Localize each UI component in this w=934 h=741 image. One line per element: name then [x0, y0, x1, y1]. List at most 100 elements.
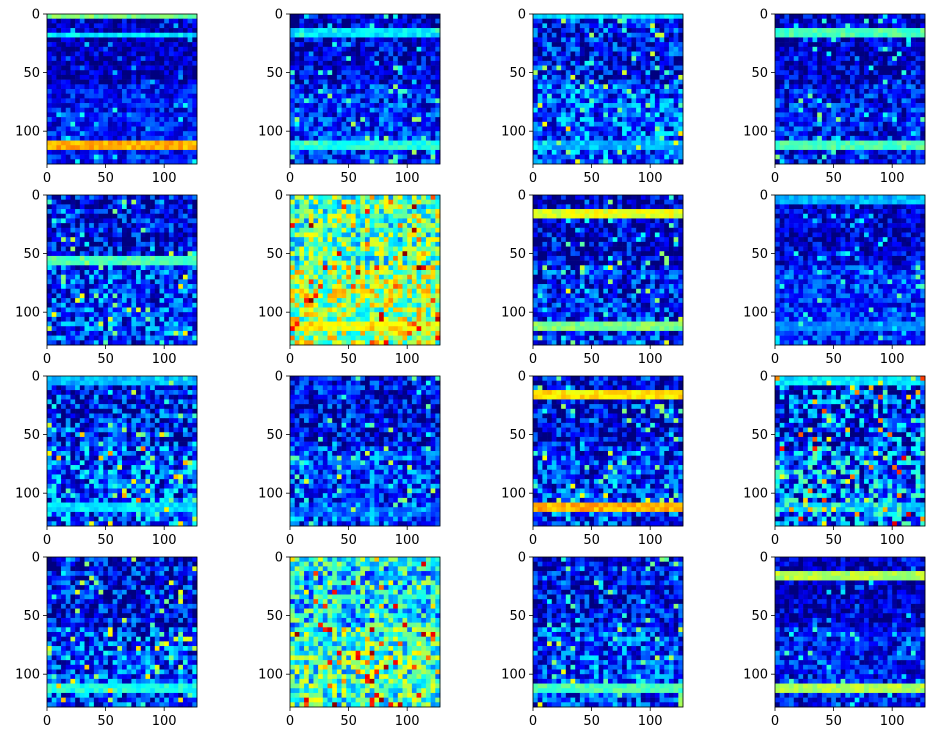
heatmap-cell: [654, 103, 660, 109]
heatmap-cell: [598, 65, 604, 71]
heatmap-cell: [79, 288, 85, 294]
heatmap-cell: [650, 159, 656, 165]
heatmap-cell: [537, 145, 543, 151]
heatmap-cell: [103, 237, 109, 243]
heatmap-cell: [411, 37, 417, 43]
heatmap-cell: [93, 126, 99, 132]
heatmap-cell: [411, 18, 417, 24]
heatmap-cell: [835, 65, 841, 71]
heatmap-cell: [411, 131, 417, 137]
heatmap-cell: [873, 145, 879, 151]
heatmap-cell: [910, 60, 916, 66]
heatmap-cell: [112, 79, 118, 85]
heatmap-cell: [850, 107, 855, 113]
heatmap-cell: [435, 46, 441, 52]
heatmap-cell: [864, 98, 870, 104]
heatmap-cell: [365, 149, 370, 155]
heatmap-cell: [868, 28, 874, 34]
heatmap-cell: [150, 140, 156, 146]
heatmap-cell: [561, 84, 567, 90]
heatmap-cell: [178, 103, 184, 109]
heatmap-cell: [388, 89, 394, 94]
heatmap-cell: [878, 149, 884, 155]
heatmap-cell: [798, 79, 804, 85]
heatmap-cell: [341, 74, 347, 80]
heatmap-cell: [636, 117, 642, 123]
heatmap-cell: [407, 42, 413, 48]
heatmap-cell: [140, 135, 146, 141]
heatmap-cell: [435, 107, 441, 113]
heatmap-cell: [145, 302, 151, 308]
heatmap-cell: [598, 140, 604, 146]
heatmap-cell: [779, 112, 785, 118]
heatmap-cell: [626, 107, 632, 113]
heatmap-cell: [112, 279, 118, 285]
heatmap-cell: [145, 103, 151, 109]
heatmap-cell: [793, 84, 799, 90]
heatmap-cell: [393, 107, 399, 113]
heatmap-cell: [854, 18, 860, 24]
heatmap-cell: [84, 307, 90, 313]
heatmap-cell: [112, 51, 118, 57]
heatmap-cell: [570, 70, 576, 76]
heatmap-cell: [407, 145, 413, 151]
heatmap-cell: [798, 74, 804, 80]
heatmap-cell: [136, 223, 142, 229]
heatmap-cell: [56, 74, 62, 80]
heatmap-cell: [150, 293, 156, 299]
heatmap-cell: [299, 107, 305, 113]
heatmap-cell: [112, 145, 118, 151]
heatmap-cell: [668, 93, 674, 99]
heatmap-cell: [365, 28, 370, 34]
heatmap-cell: [435, 60, 441, 66]
heatmap-cell: [136, 218, 142, 224]
heatmap-cell: [145, 237, 151, 243]
heatmap-cell: [159, 307, 165, 313]
heatmap-cell: [173, 204, 179, 210]
heatmap-cell: [93, 51, 99, 57]
heatmap-cell: [61, 37, 67, 43]
heatmap-cell: [150, 117, 156, 123]
heatmap-cell: [374, 60, 380, 66]
heatmap-cell: [626, 121, 632, 127]
heatmap-cell: [107, 302, 113, 308]
heatmap-cell: [817, 32, 823, 38]
heatmap-cell: [659, 131, 665, 137]
heatmap-cell: [435, 37, 441, 43]
heatmap-cell: [61, 298, 67, 304]
heatmap-cell: [906, 93, 912, 99]
heatmap-cell: [117, 288, 123, 294]
heatmap-cell: [51, 65, 57, 71]
heatmap-cell: [56, 274, 62, 280]
heatmap-cell: [112, 274, 118, 280]
heatmap-cell: [640, 159, 646, 165]
heatmap-cell: [369, 93, 375, 99]
heatmap-cell: [575, 93, 581, 99]
heatmap-cell: [864, 154, 870, 160]
heatmap-cell: [70, 223, 76, 229]
heatmap-cell: [598, 93, 604, 99]
heatmap-cell: [145, 84, 151, 90]
heatmap-cell: [784, 18, 790, 24]
heatmap-cell: [140, 154, 146, 160]
heatmap-cell: [70, 218, 76, 224]
heatmap-cell: [887, 145, 893, 151]
heatmap-cell: [556, 159, 562, 165]
heatmap-cell: [103, 23, 109, 29]
heatmap-cell: [112, 232, 118, 238]
heatmap-cell: [355, 159, 361, 165]
heatmap-cell: [388, 14, 394, 19]
heatmap-cell: [140, 56, 146, 62]
heatmap-cell: [835, 93, 841, 99]
heatmap-cell: [873, 117, 879, 123]
heatmap-cell: [812, 28, 818, 34]
heatmap-cell: [435, 131, 441, 137]
heatmap-cell: [575, 126, 581, 132]
heatmap-cell: [779, 117, 785, 123]
heatmap-cell: [355, 70, 361, 76]
heatmap-cell: [868, 107, 874, 113]
heatmap-cell: [117, 28, 123, 34]
heatmap-cell: [393, 103, 399, 109]
heatmap-cell: [47, 126, 52, 132]
heatmap-cell: [70, 32, 76, 38]
